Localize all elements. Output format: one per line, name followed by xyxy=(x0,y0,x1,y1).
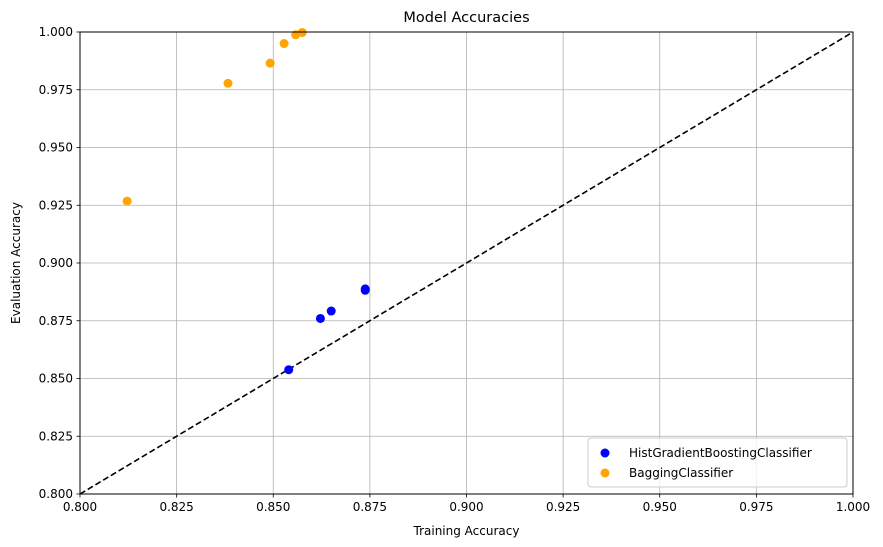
x-tick-label: 0.900 xyxy=(449,500,483,514)
legend-marker-hist-gradient-boosting xyxy=(600,448,610,458)
x-tick-label: 0.925 xyxy=(546,500,580,514)
x-tick-label: 0.950 xyxy=(643,500,677,514)
legend-label-bagging: BaggingClassifier xyxy=(629,466,733,480)
bagging-point xyxy=(223,78,233,88)
x-axis-label: Training Accuracy xyxy=(413,524,520,538)
y-tick-label: 0.800 xyxy=(39,487,73,501)
y-tick-label: 0.850 xyxy=(39,372,73,386)
bagging-point xyxy=(265,58,275,68)
x-tick-label: 1.000 xyxy=(836,500,870,514)
legend-box xyxy=(587,437,848,488)
x-tick-label: 0.875 xyxy=(353,500,387,514)
x-tick-label: 0.975 xyxy=(739,500,773,514)
y-tick-label: 0.925 xyxy=(39,198,73,212)
chart-title: Model Accuracies xyxy=(403,10,529,26)
hist-gradient-boosting-point xyxy=(360,284,370,294)
y-tick-label: 0.975 xyxy=(39,83,73,97)
hist-gradient-boosting-point xyxy=(326,306,336,316)
x-tick-label: 0.825 xyxy=(159,500,193,514)
bagging-point xyxy=(122,196,132,206)
legend: HistGradientBoostingClassifier BaggingCl… xyxy=(587,437,848,488)
y-axis-label: Evaluation Accuracy xyxy=(9,202,23,324)
y-tick-label: 0.950 xyxy=(39,141,73,155)
y-tick-label: 0.875 xyxy=(39,314,73,328)
axis-ticks: 0.800 0.825 0.850 0.875 0.900 0.925 0.950 0.975… xyxy=(39,25,871,514)
y-tick-label: 0.825 xyxy=(39,429,73,443)
reference-line-layer xyxy=(79,31,854,495)
x-tick-label: 0.800 xyxy=(63,500,97,514)
bagging-point xyxy=(279,39,289,49)
diagonal-reference-line xyxy=(79,31,854,495)
y-tick-label: 0.900 xyxy=(39,256,73,270)
legend-marker-bagging xyxy=(600,468,610,478)
hist-gradient-boosting-point xyxy=(284,365,294,375)
data-points xyxy=(122,27,370,375)
y-tick-label: 1.000 xyxy=(39,25,73,39)
hist-gradient-boosting-point xyxy=(315,313,325,323)
x-tick-label: 0.850 xyxy=(256,500,290,514)
legend-label-hist-gradient-boosting: HistGradientBoostingClassifier xyxy=(629,446,812,460)
